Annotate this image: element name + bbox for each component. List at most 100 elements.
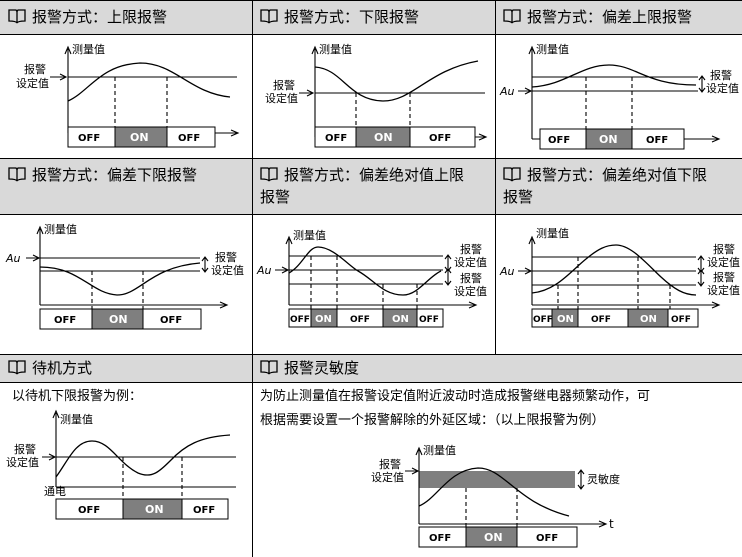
measured-label: 测量值	[536, 43, 569, 56]
diagram-standby: 测量值 报警 设定值 通电 OFF ON OFF	[6, 409, 236, 520]
book-icon	[260, 164, 284, 186]
off-label: OFF	[536, 533, 558, 544]
alarm-label: 报警	[710, 68, 732, 82]
setvalue-label: 设定值	[265, 91, 298, 105]
setvalue-label: 设定值	[16, 76, 49, 90]
off-label: OFF	[193, 505, 215, 516]
setvalue-label: 设定值	[706, 81, 739, 95]
book-icon	[503, 164, 527, 186]
header-title: 报警方式：下限报警	[284, 8, 420, 26]
measured-label: 测量值	[319, 43, 352, 56]
book-icon	[260, 6, 284, 28]
standby-description: 以待机下限报警为例：	[12, 389, 143, 404]
alarm-label: 报警	[713, 270, 735, 284]
off-label: OFF	[160, 315, 182, 326]
off-label: OFF	[533, 315, 553, 325]
off-label: OFF	[671, 315, 691, 325]
setvalue-label: 设定值	[707, 255, 740, 269]
header-standby-mode: 待机方式	[0, 354, 252, 382]
off-label: OFF	[646, 135, 668, 146]
diagram-deviation-upper-alarm: 测量值 Au 报警 设定值 OFF ON OFF	[499, 43, 739, 150]
book-icon	[8, 357, 32, 379]
header-upper-alarm: 报警方式：上限报警	[0, 0, 252, 34]
book-icon	[8, 164, 32, 186]
alarm-label: 报警	[460, 242, 482, 256]
book-icon	[503, 6, 527, 28]
header-title-line2: 报警	[503, 188, 534, 206]
setvalue-label: 设定值	[6, 455, 39, 469]
on-label: ON	[392, 314, 409, 325]
divider	[0, 214, 742, 215]
power-on-label: 通电	[44, 485, 66, 498]
au-label: Au	[499, 265, 515, 278]
off-label: OFF	[54, 315, 76, 326]
header-lower-alarm: 报警方式：下限报警	[252, 0, 495, 34]
header-title: 报警方式：偏差上限报警	[527, 8, 693, 26]
au-label: Au	[499, 85, 515, 98]
on-label: ON	[315, 314, 332, 325]
off-label: OFF	[591, 315, 611, 325]
measured-label: 测量值	[423, 444, 456, 457]
off-label: OFF	[178, 133, 200, 144]
au-label: Au	[5, 252, 21, 265]
alarm-label: 报警	[460, 271, 482, 285]
setvalue-label: 设定值	[707, 283, 740, 297]
divider	[0, 34, 742, 35]
measured-label: 测量值	[60, 413, 93, 426]
alarm-label: 报警	[14, 442, 36, 456]
divider	[0, 158, 742, 159]
off-label: OFF	[78, 505, 100, 516]
alarm-label: 报警	[713, 242, 735, 256]
off-label: OFF	[350, 315, 370, 325]
off-label: OFF	[78, 133, 100, 144]
measured-label: 测量值	[536, 227, 569, 240]
on-label: ON	[557, 314, 574, 325]
book-icon	[8, 6, 32, 28]
setvalue-label: 设定值	[211, 263, 244, 277]
alarm-label: 报警	[379, 457, 401, 471]
off-label: OFF	[548, 135, 570, 146]
header-title-line1: 报警方式：偏差绝对值下限	[527, 166, 708, 184]
header-abs-deviation-lower-alarm: 报警方式：偏差绝对值下限报警	[495, 158, 742, 214]
off-label: OFF	[429, 133, 451, 144]
on-label: ON	[109, 313, 128, 326]
header-title-line2: 报警	[260, 188, 291, 206]
on-label: ON	[599, 133, 618, 146]
on-label: ON	[130, 131, 149, 144]
alarm-label: 报警	[273, 78, 295, 92]
divider	[252, 0, 253, 557]
off-label: OFF	[419, 315, 439, 325]
on-label: ON	[484, 531, 503, 544]
off-label: OFF	[325, 133, 347, 144]
divider	[495, 0, 496, 354]
alarm-label: 报警	[24, 62, 46, 76]
au-label: Au	[256, 264, 272, 277]
diagram-abs-deviation-upper-alarm: 测量值 Au 报警 设定值 报警 设定值 OFF ON OFF ON OFF	[256, 229, 487, 328]
measured-label: 测量值	[72, 43, 105, 56]
off-label: OFF	[429, 533, 451, 544]
header-deviation-upper-alarm: 报警方式：偏差上限报警	[495, 0, 742, 34]
alarm-label: 报警	[215, 250, 237, 264]
header-abs-deviation-upper-alarm: 报警方式：偏差绝对值上限 报警	[252, 158, 495, 214]
off-label: OFF	[290, 315, 310, 325]
measured-label: 测量值	[44, 223, 77, 236]
on-label: ON	[640, 314, 657, 325]
sensitivity-description-line1: 为防止测量值在报警设定值附近波动时造成报警继电器频繁动作，可	[260, 389, 651, 404]
header-title: 报警方式：上限报警	[32, 8, 168, 26]
divider	[0, 0, 742, 1]
diagram-abs-deviation-lower-alarm: 测量值 Au 报警 设定值 报警 设定值 OFF ON OFF ON OFF	[499, 227, 740, 328]
diagram-upper-alarm: 测量值 报警 设定值 OFF ON OFF	[16, 43, 240, 148]
measured-label: 测量值	[293, 229, 326, 242]
diagram-sensitivity: 测量值 报警 设定值 灵敏度 t OFF ON OFF	[371, 444, 620, 548]
diagram-lower-alarm: 测量值 报警 设定值 OFF ON OFF	[265, 43, 488, 148]
header-title: 报警灵敏度	[284, 359, 360, 377]
setvalue-label: 设定值	[454, 284, 487, 298]
sensitivity-description-line2: 根据需要设置一个报警解除的外延区域：（以上限报警为例）	[260, 413, 605, 428]
diagram-deviation-lower-alarm: 测量值 Au 报警 设定值 OFF ON OFF	[5, 223, 244, 330]
header-alarm-sensitivity: 报警灵敏度	[252, 354, 742, 382]
divider	[0, 354, 742, 355]
setvalue-label: 设定值	[371, 470, 404, 484]
setvalue-label: 设定值	[454, 255, 487, 269]
t-axis-label: t	[609, 517, 614, 531]
